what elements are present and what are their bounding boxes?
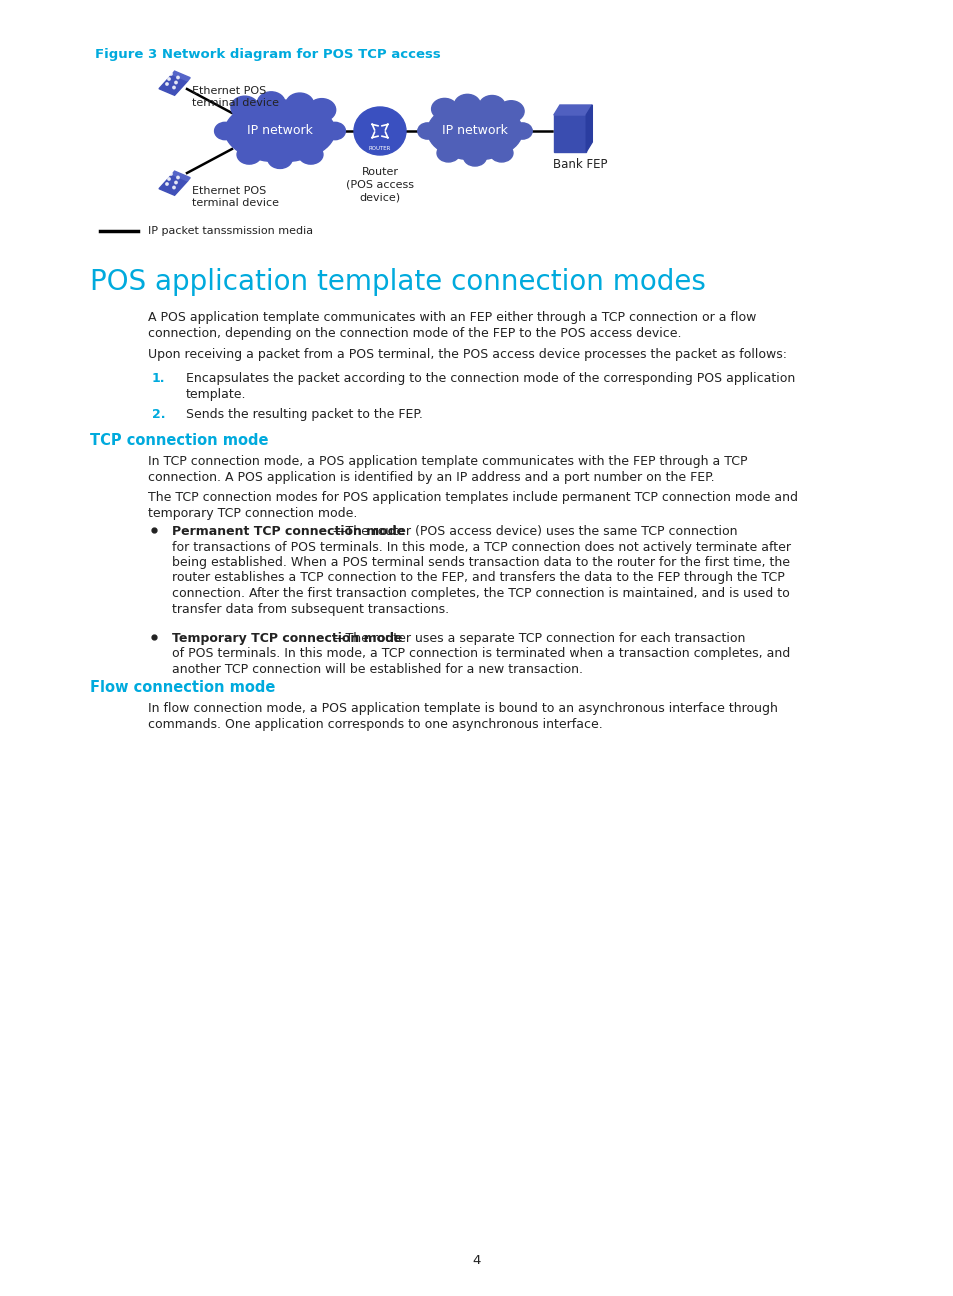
Ellipse shape bbox=[166, 83, 168, 86]
Text: Bank FEP: Bank FEP bbox=[552, 158, 607, 171]
Ellipse shape bbox=[168, 78, 170, 80]
Ellipse shape bbox=[427, 102, 522, 159]
Ellipse shape bbox=[214, 122, 235, 140]
Text: another TCP connection will be established for a new transaction.: another TCP connection will be establish… bbox=[172, 664, 582, 677]
Text: ROUTER: ROUTER bbox=[369, 146, 391, 152]
Text: Permanent TCP connection mode: Permanent TCP connection mode bbox=[172, 525, 405, 538]
Ellipse shape bbox=[463, 148, 486, 166]
Ellipse shape bbox=[168, 178, 170, 180]
Text: 2.: 2. bbox=[152, 408, 165, 421]
Text: template.: template. bbox=[186, 388, 246, 400]
Ellipse shape bbox=[158, 179, 161, 181]
Text: Temporary TCP connection mode: Temporary TCP connection mode bbox=[172, 632, 402, 645]
Text: TCP connection mode: TCP connection mode bbox=[90, 433, 268, 448]
Text: Ethernet POS
terminal device: Ethernet POS terminal device bbox=[192, 86, 278, 109]
Text: —The router uses a separate TCP connection for each transaction: —The router uses a separate TCP connecti… bbox=[333, 632, 744, 645]
Text: connection, depending on the connection mode of the FEP to the POS access device: connection, depending on the connection … bbox=[148, 327, 680, 340]
Text: Encapsulates the packet according to the connection mode of the corresponding PO: Encapsulates the packet according to the… bbox=[186, 372, 795, 385]
Text: 1.: 1. bbox=[152, 372, 165, 385]
Polygon shape bbox=[554, 105, 592, 115]
Text: In flow connection mode, a POS application template is bound to an asynchronous : In flow connection mode, a POS applicati… bbox=[148, 702, 777, 715]
Polygon shape bbox=[172, 71, 190, 80]
Ellipse shape bbox=[324, 122, 345, 140]
Text: Sends the resulting packet to the FEP.: Sends the resulting packet to the FEP. bbox=[186, 408, 422, 421]
Text: Figure 3 Network diagram for POS TCP access: Figure 3 Network diagram for POS TCP acc… bbox=[95, 48, 440, 61]
Ellipse shape bbox=[257, 92, 285, 114]
Text: temporary TCP connection mode.: temporary TCP connection mode. bbox=[148, 507, 357, 520]
Ellipse shape bbox=[354, 108, 406, 156]
Ellipse shape bbox=[497, 101, 523, 122]
Ellipse shape bbox=[172, 87, 175, 88]
Polygon shape bbox=[554, 115, 585, 152]
Ellipse shape bbox=[170, 73, 172, 75]
Ellipse shape bbox=[172, 187, 175, 189]
Text: In TCP connection mode, a POS application template communicates with the FEP thr: In TCP connection mode, a POS applicatio… bbox=[148, 455, 747, 468]
Ellipse shape bbox=[161, 174, 163, 176]
Text: IP packet tanssmission media: IP packet tanssmission media bbox=[148, 226, 313, 236]
Text: Ethernet POS
terminal device: Ethernet POS terminal device bbox=[192, 187, 278, 209]
Ellipse shape bbox=[176, 76, 179, 79]
Text: A POS application template communicates with an FEP either through a TCP connect: A POS application template communicates … bbox=[148, 311, 756, 324]
Text: Upon receiving a packet from a POS terminal, the POS access device processes the: Upon receiving a packet from a POS termi… bbox=[148, 349, 786, 362]
Ellipse shape bbox=[174, 82, 177, 84]
Text: POS application template connection modes: POS application template connection mode… bbox=[90, 268, 705, 295]
Text: Router
(POS access
device): Router (POS access device) bbox=[346, 167, 414, 202]
Text: connection. After the first transaction completes, the TCP connection is maintai: connection. After the first transaction … bbox=[172, 587, 789, 600]
Ellipse shape bbox=[231, 96, 258, 119]
Ellipse shape bbox=[436, 144, 459, 162]
Text: being established. When a POS terminal sends transaction data to the router for : being established. When a POS terminal s… bbox=[172, 556, 789, 569]
Ellipse shape bbox=[298, 145, 323, 165]
Text: The TCP connection modes for POS application templates include permanent TCP con: The TCP connection modes for POS applica… bbox=[148, 491, 797, 504]
Text: 4: 4 bbox=[473, 1255, 480, 1267]
Ellipse shape bbox=[163, 170, 165, 172]
Text: IP network: IP network bbox=[247, 124, 313, 137]
Ellipse shape bbox=[417, 123, 436, 139]
Ellipse shape bbox=[166, 183, 168, 185]
Ellipse shape bbox=[174, 181, 177, 184]
Ellipse shape bbox=[158, 79, 161, 82]
Ellipse shape bbox=[236, 145, 261, 165]
Ellipse shape bbox=[225, 100, 335, 162]
Polygon shape bbox=[172, 171, 190, 181]
Text: for transactions of POS terminals. In this mode, a TCP connection does not activ: for transactions of POS terminals. In th… bbox=[172, 540, 790, 553]
Ellipse shape bbox=[478, 96, 504, 117]
Ellipse shape bbox=[176, 176, 179, 179]
Text: IP network: IP network bbox=[441, 124, 507, 137]
Polygon shape bbox=[585, 105, 592, 152]
Ellipse shape bbox=[308, 98, 335, 122]
Ellipse shape bbox=[286, 93, 314, 115]
Text: —The router (POS access device) uses the same TCP connection: —The router (POS access device) uses the… bbox=[333, 525, 737, 538]
Ellipse shape bbox=[161, 74, 163, 76]
Text: router establishes a TCP connection to the FEP, and transfers the data to the FE: router establishes a TCP connection to t… bbox=[172, 572, 784, 584]
Text: connection. A POS application is identified by an IP address and a port number o: connection. A POS application is identif… bbox=[148, 470, 714, 483]
Ellipse shape bbox=[490, 144, 513, 162]
Polygon shape bbox=[159, 175, 188, 196]
Ellipse shape bbox=[431, 98, 457, 119]
Text: of POS terminals. In this mode, a TCP connection is terminated when a transactio: of POS terminals. In this mode, a TCP co… bbox=[172, 648, 789, 661]
Ellipse shape bbox=[512, 123, 532, 139]
Text: transfer data from subsequent transactions.: transfer data from subsequent transactio… bbox=[172, 603, 449, 616]
Polygon shape bbox=[159, 74, 188, 96]
Ellipse shape bbox=[454, 95, 480, 115]
Ellipse shape bbox=[163, 69, 165, 71]
Text: Flow connection mode: Flow connection mode bbox=[90, 680, 275, 695]
Ellipse shape bbox=[170, 172, 172, 175]
Text: commands. One application corresponds to one asynchronous interface.: commands. One application corresponds to… bbox=[148, 718, 602, 731]
Ellipse shape bbox=[268, 149, 292, 168]
